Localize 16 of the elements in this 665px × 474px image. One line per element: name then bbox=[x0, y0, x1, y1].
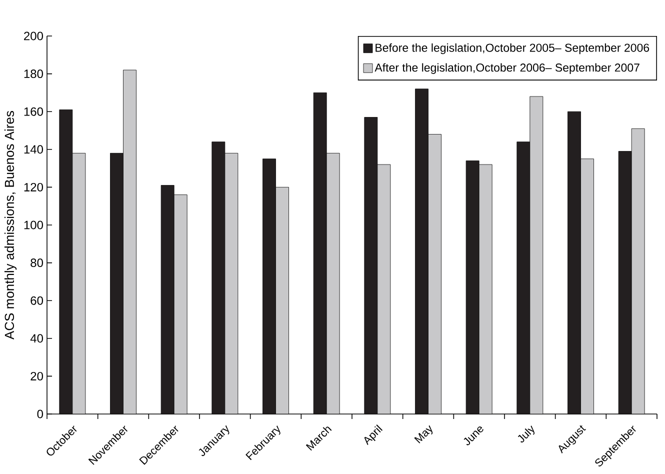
y-tick-label: 140 bbox=[24, 145, 44, 154]
y-tick-label: 80 bbox=[30, 258, 44, 268]
legend-label: After the legislation,October 2006– September 2007 bbox=[374, 63, 640, 74]
y-tick-label: 40 bbox=[30, 334, 44, 343]
y-tick-label: 200 bbox=[24, 32, 44, 40]
y-tick-label: 120 bbox=[24, 182, 44, 192]
y-tick-label: 0 bbox=[37, 410, 44, 418]
y-tick-label: 60 bbox=[30, 296, 44, 305]
legend-label: Before the legislation,October 2005– September 2006 bbox=[376, 43, 650, 54]
y-tick-label: 180 bbox=[24, 70, 44, 78]
y-tick-label: 100 bbox=[24, 220, 44, 230]
y-axis-title: ACS monthly admissions, Buenos Aires bbox=[4, 110, 17, 340]
y-tick-label: 20 bbox=[30, 372, 44, 380]
x-tick-label: July bbox=[518, 426, 534, 443]
x-tick-label: May bbox=[414, 425, 433, 444]
y-tick-label: 160 bbox=[24, 107, 44, 116]
